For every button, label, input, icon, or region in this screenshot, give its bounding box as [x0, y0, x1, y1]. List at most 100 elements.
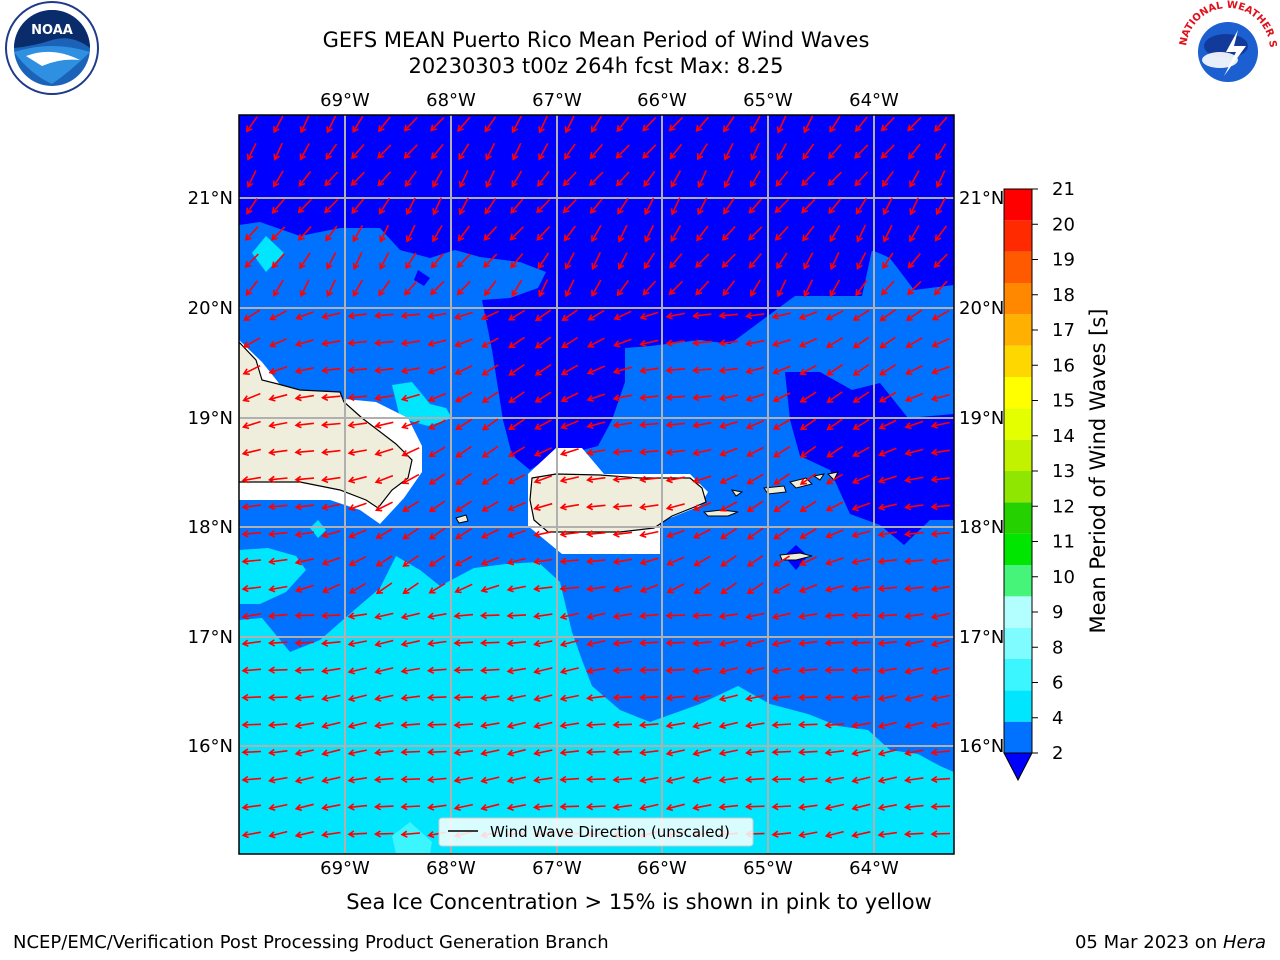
wind-wave-arrow	[903, 557, 924, 565]
wind-wave-arrow	[273, 279, 284, 297]
wind-wave-arrow	[480, 556, 500, 566]
wind-wave-arrow	[854, 171, 869, 187]
wind-wave-arrow	[585, 775, 606, 784]
wind-wave-arrow	[538, 279, 549, 298]
wind-wave-arrow	[718, 803, 739, 811]
wind-wave-arrow	[826, 391, 843, 403]
wind-wave-arrow	[347, 749, 367, 757]
wind-wave-arrow	[242, 392, 261, 403]
wind-wave-arrow	[429, 280, 445, 296]
wind-wave-arrow	[481, 337, 499, 348]
wind-wave-arrow	[453, 776, 474, 784]
wind-wave-arrow	[299, 143, 311, 161]
wind-wave-arrow	[824, 803, 844, 812]
wind-wave-arrow	[453, 748, 473, 757]
wind-wave-arrow	[616, 116, 630, 133]
wind-wave-arrow	[510, 198, 524, 214]
colorbar-segment	[1004, 659, 1032, 691]
wind-wave-arrow	[559, 503, 580, 511]
wind-wave-arrow	[453, 311, 473, 320]
wind-wave-arrow	[268, 421, 288, 429]
wind-wave-arrow	[825, 473, 844, 485]
wind-wave-arrow	[426, 721, 447, 729]
wind-wave-arrow	[639, 503, 659, 511]
wind-wave-arrow	[799, 364, 817, 376]
wind-wave-arrow	[665, 476, 685, 484]
wind-wave-arrow	[428, 419, 446, 430]
wind-wave-arrow	[246, 197, 258, 215]
wind-wave-arrow	[483, 226, 498, 241]
wind-wave-arrow	[933, 280, 948, 296]
wind-wave-arrow	[559, 748, 579, 757]
wind-wave-arrow	[904, 448, 924, 457]
wind-wave-arrow	[904, 639, 924, 648]
wind-wave-arrow	[850, 666, 871, 675]
wind-wave-arrow	[697, 143, 708, 161]
wind-wave-arrow	[268, 748, 288, 757]
wind-wave-arrow	[533, 749, 553, 757]
wind-wave-arrow	[564, 115, 575, 134]
wind-wave-arrow	[586, 393, 606, 402]
wind-wave-arrow	[718, 639, 738, 648]
wind-wave-arrow	[612, 394, 632, 402]
colorbar-segment	[1004, 565, 1032, 597]
colorbar-tick-label: 19	[1052, 250, 1075, 271]
colorbar-segment	[1004, 721, 1032, 753]
wind-wave-arrow	[507, 473, 526, 485]
wind-wave-arrow	[771, 721, 792, 729]
colorbar-segment	[1004, 439, 1032, 471]
wind-wave-arrow	[534, 391, 552, 403]
wind-wave-arrow	[321, 556, 341, 566]
wind-wave-arrow	[430, 143, 444, 160]
wind-wave-arrow	[400, 748, 421, 756]
wind-wave-arrow	[245, 116, 258, 133]
wind-wave-arrow	[320, 611, 341, 620]
wind-wave-arrow	[244, 253, 259, 268]
wind-wave-arrow	[267, 639, 288, 647]
wind-wave-arrow	[746, 582, 764, 594]
wind-wave-arrow	[241, 721, 262, 729]
wind-wave-arrow	[430, 253, 444, 269]
wind-wave-arrow	[746, 446, 764, 457]
wind-wave-arrow	[267, 530, 288, 538]
colorbar-segment	[1004, 283, 1032, 315]
wind-wave-arrow	[851, 530, 871, 539]
wind-wave-arrow	[294, 558, 314, 566]
wind-wave-arrow	[612, 721, 633, 729]
wind-wave-arrow	[774, 226, 789, 241]
wind-wave-arrow	[639, 366, 659, 375]
wind-wave-arrow	[454, 338, 473, 348]
wind-wave-arrow	[455, 445, 472, 458]
wind-wave-arrow	[904, 476, 924, 484]
wind-wave-arrow	[533, 502, 553, 511]
wind-wave-arrow	[721, 253, 736, 268]
wind-wave-arrow	[559, 612, 579, 620]
wind-wave-arrow	[511, 115, 523, 134]
wind-wave-arrow	[533, 694, 553, 702]
wind-wave-arrow	[428, 582, 446, 594]
wind-wave-arrow	[586, 667, 606, 675]
wind-wave-arrow	[484, 280, 497, 297]
wind-wave-arrow	[400, 667, 421, 675]
small-island	[763, 485, 787, 495]
wind-wave-arrow	[803, 252, 814, 270]
wind-wave-arrow	[299, 279, 310, 298]
wind-wave-arrow	[935, 197, 946, 216]
wind-wave-arrow	[697, 197, 708, 216]
wind-wave-arrow	[511, 170, 523, 188]
wind-wave-arrow	[852, 309, 870, 321]
wind-wave-arrow	[930, 502, 951, 511]
wind-wave-arrow	[428, 500, 446, 513]
wind-wave-arrow	[882, 197, 893, 216]
wind-wave-arrow	[745, 419, 765, 430]
wind-wave-arrow	[480, 776, 500, 784]
wind-wave-arrow	[347, 448, 367, 457]
wind-wave-arrow	[533, 530, 553, 539]
wind-wave-arrow	[798, 584, 818, 594]
wind-wave-arrow	[931, 310, 950, 321]
wind-wave-arrow	[854, 144, 869, 159]
wind-wave-arrow	[639, 776, 659, 784]
wind-wave-arrow	[351, 143, 365, 160]
wind-wave-arrow	[855, 197, 867, 215]
